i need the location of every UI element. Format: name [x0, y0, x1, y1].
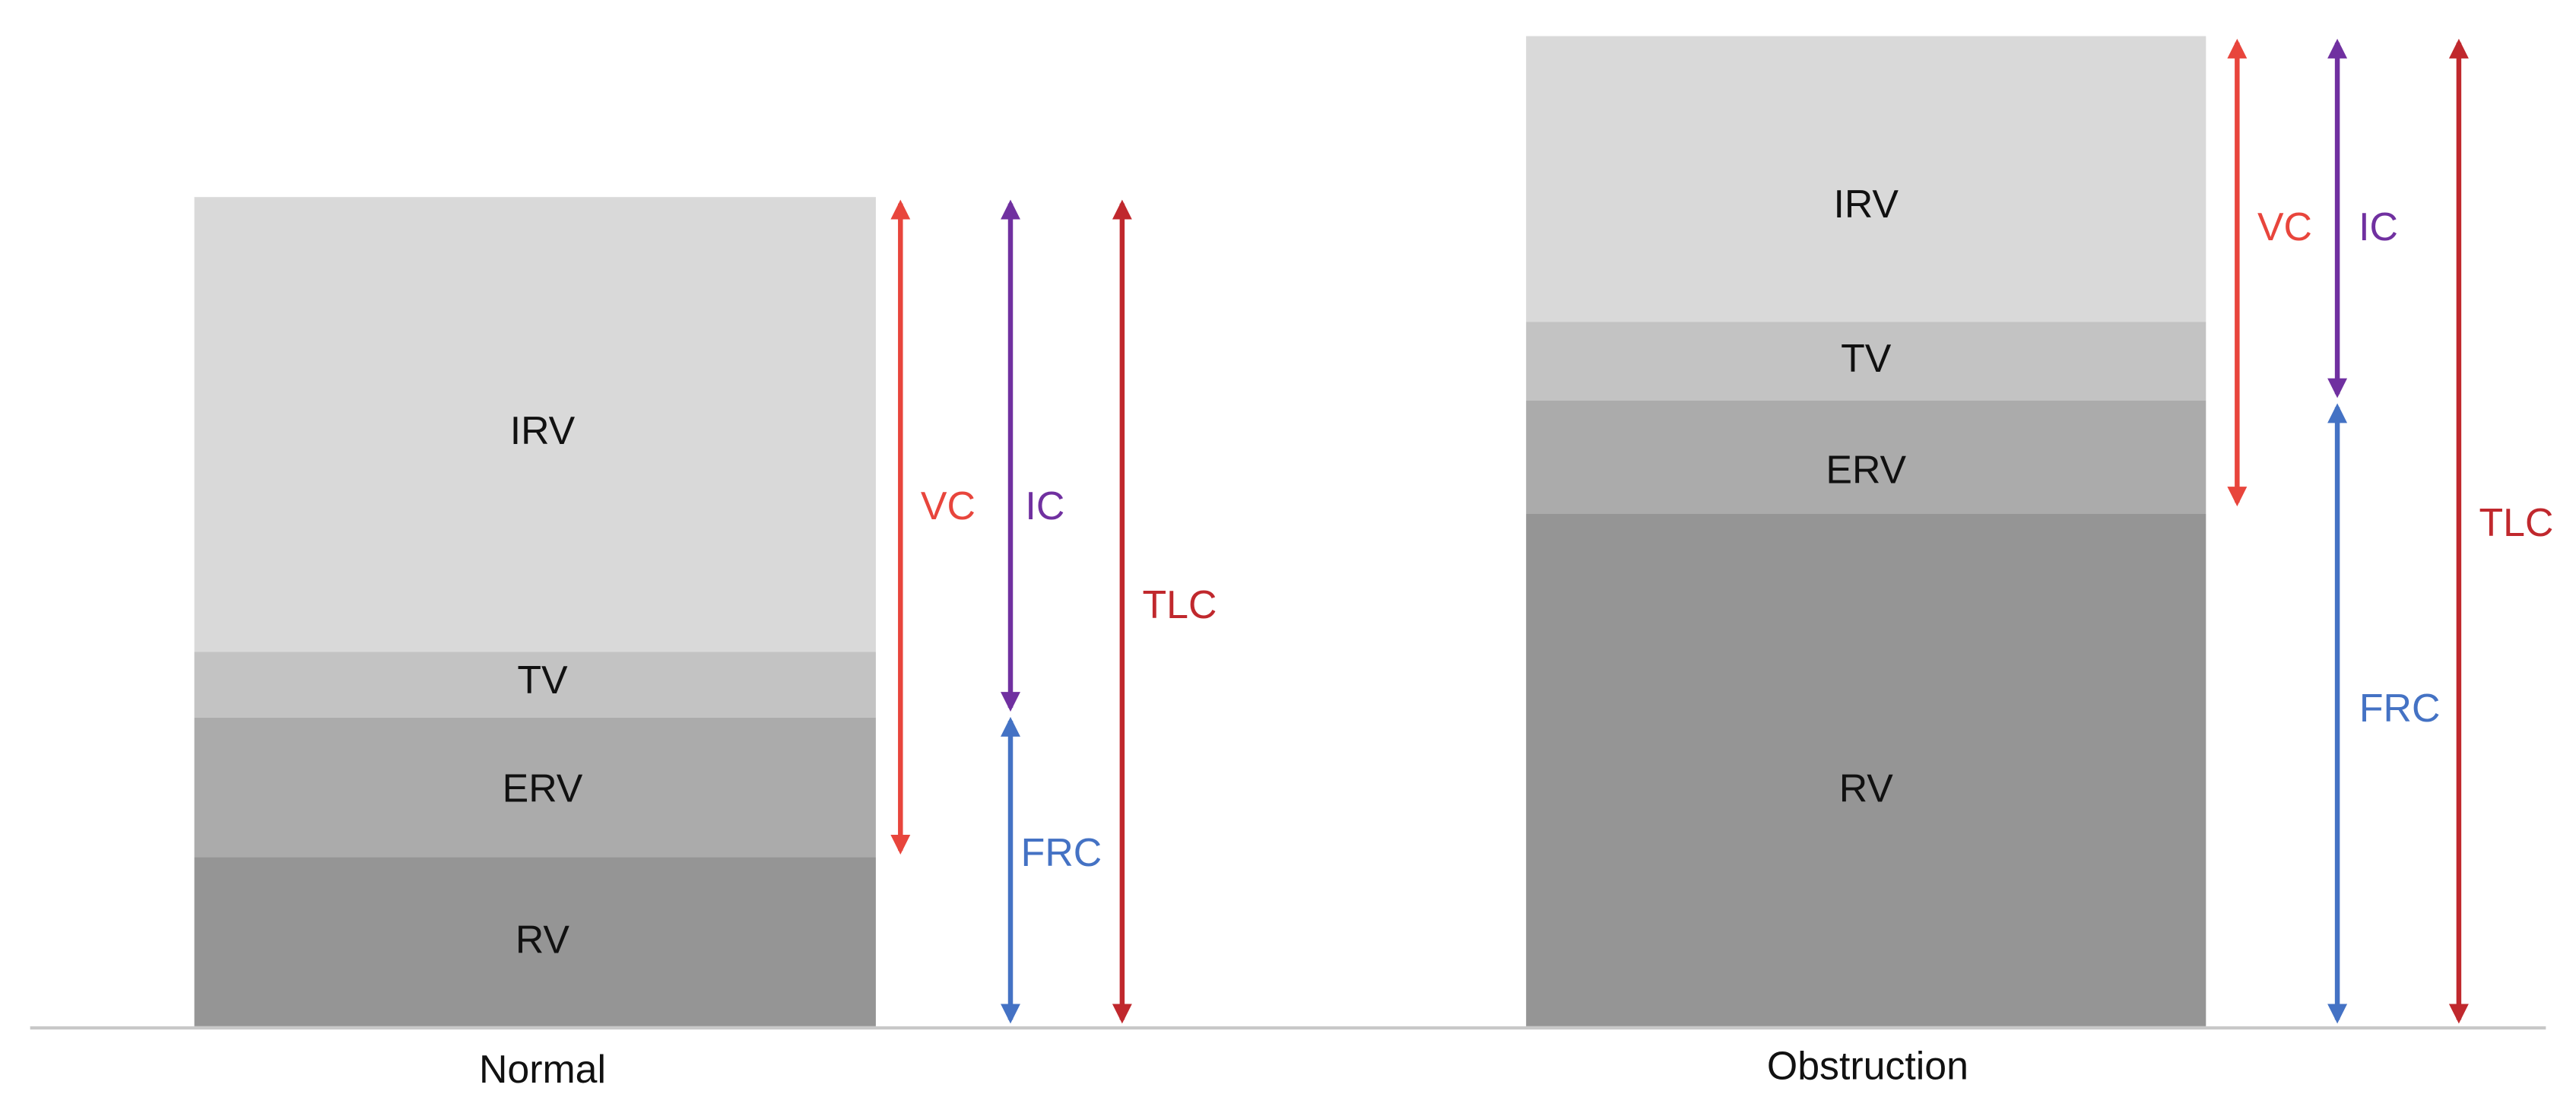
segment-label: IRV — [1834, 182, 1899, 226]
segment-label: TV — [1841, 336, 1892, 380]
arrow-label: VC — [921, 484, 976, 528]
segment-tv — [1526, 322, 2206, 401]
segment-irv — [194, 197, 876, 652]
arrow-label: TLC — [1142, 582, 1217, 626]
segment-label: IRV — [510, 408, 576, 452]
segment-label: ERV — [1826, 448, 1906, 492]
segment-rv — [1526, 514, 2206, 1026]
segment-rv — [194, 857, 876, 1026]
arrow-label: VC — [2257, 205, 2312, 249]
segment-irv — [1526, 36, 2206, 322]
arrow-label: FRC — [2359, 686, 2441, 730]
arrow-label: IC — [1025, 484, 1064, 528]
segment-erv — [194, 717, 876, 858]
segment-label: RV — [516, 917, 569, 961]
segment-tv — [194, 652, 876, 718]
segment-erv — [1526, 400, 2206, 515]
segment-label: TV — [517, 658, 568, 702]
panel-label: Obstruction — [1767, 1044, 1968, 1088]
segment-label: ERV — [503, 766, 583, 810]
arrow-label: FRC — [1021, 830, 1102, 874]
arrow-label: TLC — [2479, 500, 2554, 544]
segment-label: RV — [1839, 766, 1893, 810]
panel-label: Normal — [479, 1047, 606, 1091]
arrow-label: IC — [2359, 205, 2398, 249]
